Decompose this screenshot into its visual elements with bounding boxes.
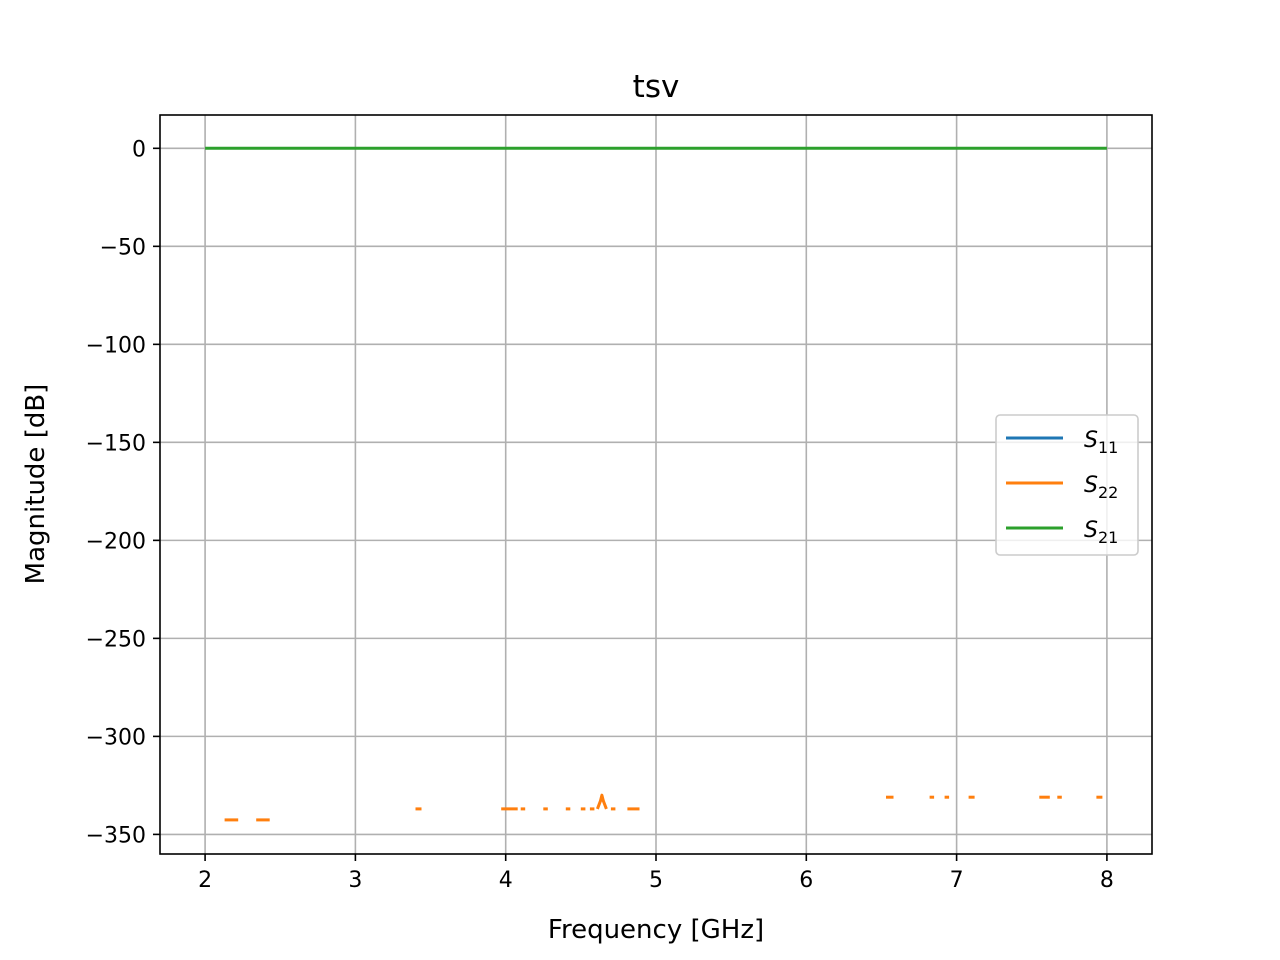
x-tick-label: 3 (348, 868, 362, 893)
y-tick-label: −200 (86, 529, 146, 554)
ticks: 2 3 4 5 6 7 8 0 −50 −100 −150 −200 −250 −300 −350 (86, 137, 1114, 893)
series-layer (205, 146, 1107, 822)
chart-title: tsv (633, 69, 680, 105)
y-tick-label: −300 (86, 725, 146, 750)
x-axis-label: Frequency [GHz] (548, 915, 764, 945)
series-s22 (224, 793, 1103, 822)
y-tick-label: 0 (132, 137, 146, 162)
y-axis-label: Magnitude [dB] (21, 384, 51, 585)
x-tick-label: 8 (1100, 868, 1114, 893)
x-tick-label: 7 (950, 868, 964, 893)
x-tick-label: 4 (499, 868, 513, 893)
y-tick-label: −100 (86, 333, 146, 358)
y-tick-label: −250 (86, 627, 146, 652)
y-tick-label: −350 (86, 823, 146, 848)
series-line-segment (596, 793, 608, 810)
x-tick-label: 5 (649, 868, 663, 893)
y-tick-label: −50 (100, 235, 146, 260)
x-tick-label: 6 (799, 868, 813, 893)
x-tick-label: 2 (198, 868, 212, 893)
y-tick-label: −150 (86, 431, 146, 456)
legend-box (995, 414, 1139, 556)
